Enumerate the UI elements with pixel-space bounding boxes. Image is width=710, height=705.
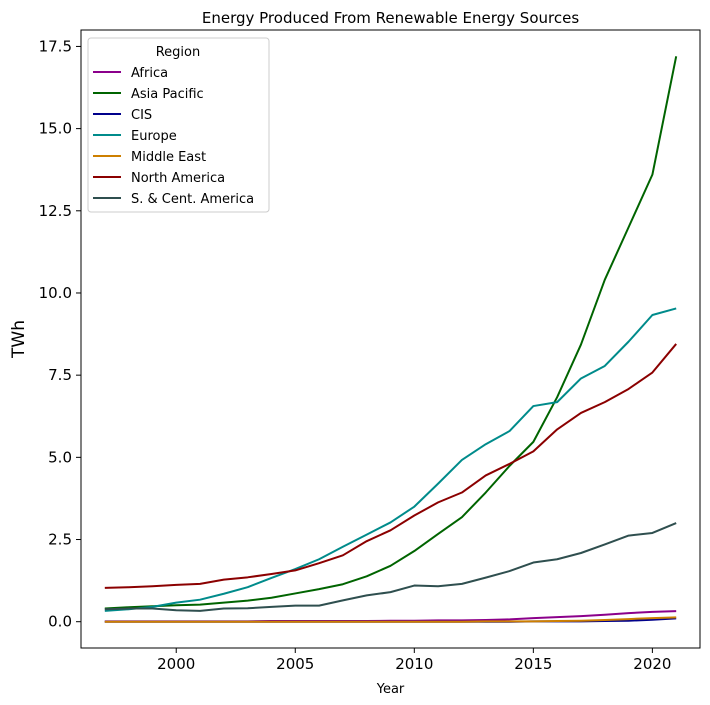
y-tick-label: 12.5 bbox=[39, 202, 72, 220]
legend: Region Africa Asia Pacific CIS Europe Middle… bbox=[87, 37, 270, 213]
y-tick-label: 15.0 bbox=[39, 120, 72, 138]
y-tick-label: 0.0 bbox=[48, 613, 72, 631]
legend-items: Africa Asia Pacific CIS Europe Middle East No… bbox=[93, 66, 254, 207]
legend-box bbox=[87, 37, 270, 213]
legend-label-s-cent-america: S. & Cent. America bbox=[131, 192, 254, 207]
legend-title: Region bbox=[156, 45, 201, 60]
series-line-europe bbox=[104, 307, 677, 612]
legend-label-africa: Africa bbox=[131, 66, 168, 81]
y-tick-label: 5.0 bbox=[48, 448, 72, 466]
x-tick-label: 2020 bbox=[633, 655, 671, 673]
chart-title: Energy Produced From Renewable Energy So… bbox=[202, 9, 579, 27]
series-line-middle-east bbox=[104, 616, 677, 623]
x-axis-label: Year bbox=[376, 682, 405, 697]
legend-label-cis: CIS bbox=[131, 108, 152, 123]
y-tick-label: 10.0 bbox=[39, 284, 72, 302]
y-tick-label: 17.5 bbox=[39, 37, 72, 55]
series-lines bbox=[104, 56, 678, 623]
legend-label-north-america: North America bbox=[131, 171, 225, 186]
axis-ticks: 2000 2005 2010 2015 2020 0.0 2.5 5.0 7.5 10.0 12.5… bbox=[39, 37, 672, 673]
legend-label-asia-pacific: Asia Pacific bbox=[131, 87, 204, 102]
y-tick-label: 7.5 bbox=[48, 366, 72, 384]
x-tick-label: 2000 bbox=[157, 655, 195, 673]
x-tick-label: 2010 bbox=[395, 655, 433, 673]
series-line-north-america bbox=[104, 343, 677, 589]
series-line-asia-pacific bbox=[104, 56, 678, 610]
y-tick-label: 2.5 bbox=[48, 531, 72, 549]
legend-label-europe: Europe bbox=[131, 129, 177, 144]
legend-label-middle-east: Middle East bbox=[131, 150, 206, 165]
y-axis-label: TWh bbox=[9, 320, 29, 359]
x-tick-label: 2015 bbox=[514, 655, 552, 673]
series-line-s-cent-america bbox=[104, 522, 677, 612]
x-tick-label: 2005 bbox=[276, 655, 314, 673]
